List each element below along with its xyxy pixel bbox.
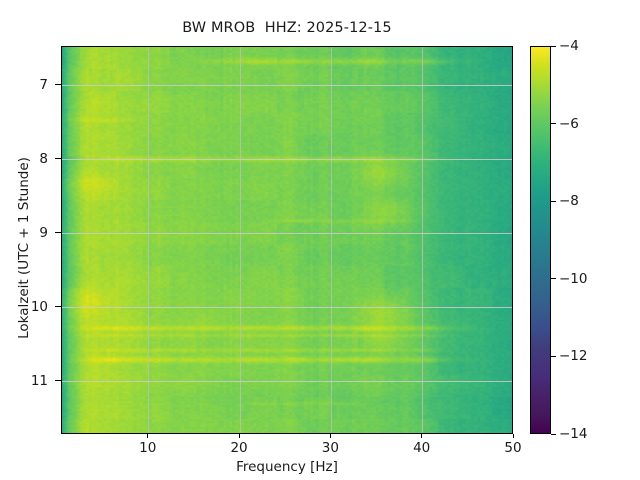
y-axis-tick [55,306,61,308]
colorbar-tick-label: −8 [559,193,579,210]
spectrogram-image [62,47,512,433]
y-axis-tick [55,232,61,234]
colorbar-tick-label: −14 [559,426,588,442]
y-axis-tick-label: 8 [39,150,48,167]
colorbar[interactable] [530,46,551,434]
x-axis-tick-label: 10 [139,440,157,456]
x-axis-tick [147,434,149,438]
x-axis-tick-label: 40 [413,440,431,456]
colorbar-tick [551,355,556,357]
colorbar-tick-label: −6 [559,115,579,132]
colorbar-tick [551,123,556,125]
y-axis-tick-label: 11 [30,372,48,389]
x-axis-tick [329,434,331,438]
colorbar-tick [551,45,556,47]
colorbar-tick-label: −4 [559,38,579,54]
y-axis-tick [55,158,61,160]
x-axis-tick [238,434,240,438]
x-axis-tick-label: 30 [321,440,339,456]
y-axis-tick-label: 7 [39,76,48,93]
colorbar-tick [551,200,556,202]
x-axis-tick [512,434,514,438]
colorbar-tick-label: −10 [559,270,588,287]
y-axis-tick [55,380,61,382]
page-title: BW MROB HHZ: 2025-12-15 [182,20,392,36]
spectrogram-plot-area[interactable] [61,46,513,434]
y-axis-tick [55,84,61,86]
x-axis-label: Frequency [Hz] [236,459,338,475]
colorbar-tick [551,433,556,435]
y-axis-label: Lokalzeit (UTC + 1 Stunde) [16,157,32,339]
x-axis-tick-label: 20 [230,440,248,456]
x-axis-tick [421,434,423,438]
x-axis-tick-label: 50 [504,440,522,456]
y-axis-tick-label: 10 [30,298,48,315]
colorbar-tick [551,278,556,280]
y-axis-tick-label: 9 [39,224,48,241]
colorbar-tick-label: −12 [559,348,588,365]
